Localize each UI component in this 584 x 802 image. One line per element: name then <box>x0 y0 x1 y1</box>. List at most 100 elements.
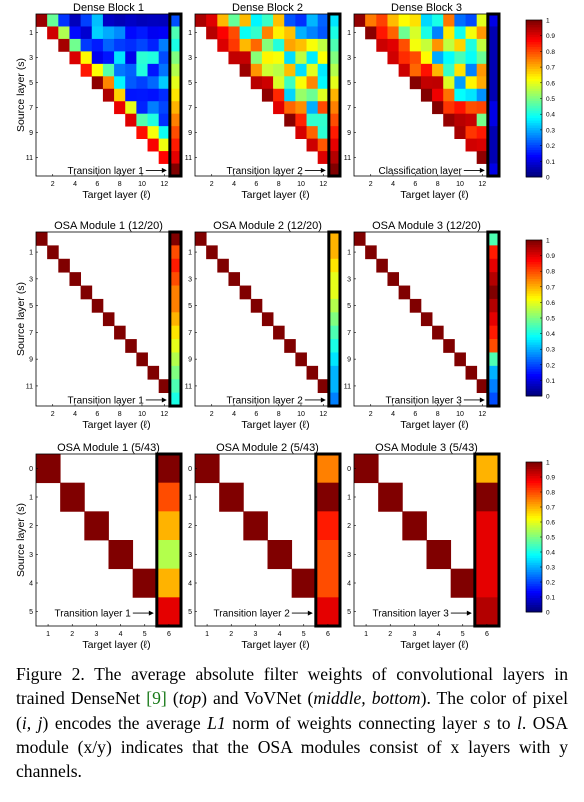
heatmap-cell <box>443 339 455 353</box>
x-tick-label: 2 <box>210 181 214 188</box>
x-axis-label: Target layer (ℓ) <box>400 639 468 651</box>
heatmap-cell <box>432 88 444 102</box>
heatmap-cell <box>474 597 500 627</box>
transition-annotation: Classification layer <box>378 166 462 177</box>
heatmap-cell <box>195 232 207 246</box>
heatmap-cell <box>328 138 341 152</box>
heatmap-cell <box>284 14 296 27</box>
heatmap-cell <box>398 51 411 65</box>
heatmap-cell <box>273 14 285 27</box>
heatmap-cell <box>295 76 307 90</box>
heatmap-cell <box>376 14 388 27</box>
heatmap-cell <box>158 38 171 52</box>
heatmap-cell <box>195 454 220 484</box>
x-tick-label: 6 <box>485 631 489 638</box>
x-tick-label: 10 <box>297 181 305 188</box>
heatmap-cell <box>84 511 109 541</box>
heatmap-cell <box>476 63 489 77</box>
caption-top: top <box>178 688 202 709</box>
heatmap-cell <box>465 126 478 140</box>
heatmap-cell <box>328 38 341 52</box>
heatmap-cell <box>158 76 171 90</box>
heatmap-cell <box>443 76 455 90</box>
heatmap-cell <box>398 285 411 300</box>
heatmap-panel-2-3: OSA Module 3 (12/20) 2 4 6 8 10 12 1 3 5 7 9 11 Targe… <box>344 220 501 431</box>
transition-annotation: Transition layer 2 <box>227 395 304 406</box>
panel-frame <box>35 453 182 627</box>
heatmap-cell <box>125 51 137 65</box>
heatmap-cell <box>284 76 296 90</box>
heatmap-cell <box>474 511 500 541</box>
y-axis-label: Source layer (s) <box>15 503 27 577</box>
heatmap-cell <box>169 88 182 102</box>
x-tick-label: 10 <box>297 411 305 418</box>
colorbar-tick-label: 0.4 <box>546 331 555 338</box>
heatmap-cell <box>487 285 500 300</box>
x-tick-label: 12 <box>160 411 168 418</box>
heatmap-cell <box>432 63 444 77</box>
heatmap-cell <box>295 63 307 77</box>
y-tick-label: 4 <box>29 581 33 588</box>
heatmap-cell <box>80 51 93 65</box>
x-tick-label: 5 <box>143 631 147 638</box>
heatmap-cell <box>114 26 126 40</box>
heatmap-cell <box>474 568 500 598</box>
heatmap-cell <box>465 14 478 27</box>
y-tick-label: 7 <box>347 105 351 112</box>
heatmap-cell <box>328 272 341 286</box>
y-tick-label: 4 <box>347 581 351 588</box>
colorbar-tick-label: 0.1 <box>546 378 555 385</box>
heatmap-cell <box>487 38 500 52</box>
y-tick-label: 2 <box>347 523 351 530</box>
x-tick-label: 6 <box>95 411 99 418</box>
heatmap-cell <box>239 63 252 77</box>
heatmap-cell <box>261 312 274 327</box>
heatmap-cell <box>47 26 59 40</box>
colorbar-tick-label: 0.5 <box>546 316 555 323</box>
heatmap-cell <box>443 26 455 40</box>
heatmap-cell <box>102 51 115 65</box>
heatmap-cell <box>125 63 137 77</box>
y-tick-label: 5 <box>347 609 351 616</box>
y-tick-label: 3 <box>29 55 33 62</box>
heatmap-cell <box>132 568 158 598</box>
heatmap-cell <box>273 38 285 52</box>
heatmap-cell <box>169 285 182 300</box>
heatmap-cell <box>136 63 148 77</box>
colorbar-tick-label: 0.8 <box>546 49 555 56</box>
heatmap-cell <box>306 51 319 65</box>
x-tick-label: 6 <box>254 411 258 418</box>
transition-annotation: Transition layer 3 <box>386 395 463 406</box>
heatmap-cell <box>487 232 500 246</box>
heatmap-cell <box>91 51 104 65</box>
heatmap-cell <box>315 597 341 627</box>
heatmap-cell <box>295 101 307 115</box>
heatmap-cell <box>158 151 171 164</box>
heatmap-cell <box>261 76 274 90</box>
colorbar-tick-label: 0.2 <box>546 580 555 587</box>
colorbar-tick-label: 0.1 <box>546 595 555 602</box>
heatmap-cell <box>487 163 500 177</box>
heatmap-cell <box>454 113 466 127</box>
heatmap-cell <box>91 76 104 90</box>
caption-ref-link[interactable]: [9] <box>146 688 167 709</box>
heatmap-cell <box>169 298 182 313</box>
x-tick-label: 3 <box>253 631 257 638</box>
y-tick-label: 2 <box>29 523 33 530</box>
heatmap-cell <box>465 113 478 127</box>
x-axis-label: Target layer (ℓ) <box>82 419 150 431</box>
heatmap-cell <box>102 14 115 27</box>
heatmap-cell <box>114 14 126 27</box>
heatmap-cell <box>102 63 115 77</box>
heatmap-cell <box>454 76 466 90</box>
heatmap-cell <box>476 101 489 115</box>
heatmap-cell <box>420 76 433 90</box>
x-tick-label: 6 <box>413 411 417 418</box>
panel-frame <box>353 453 500 627</box>
heatmap-cell <box>295 88 307 102</box>
heatmap-cell <box>250 298 263 313</box>
heatmap-cell <box>125 88 137 102</box>
y-tick-label: 11 <box>344 383 351 390</box>
y-tick-label: 5 <box>29 609 33 616</box>
heatmap-cell <box>409 38 422 52</box>
